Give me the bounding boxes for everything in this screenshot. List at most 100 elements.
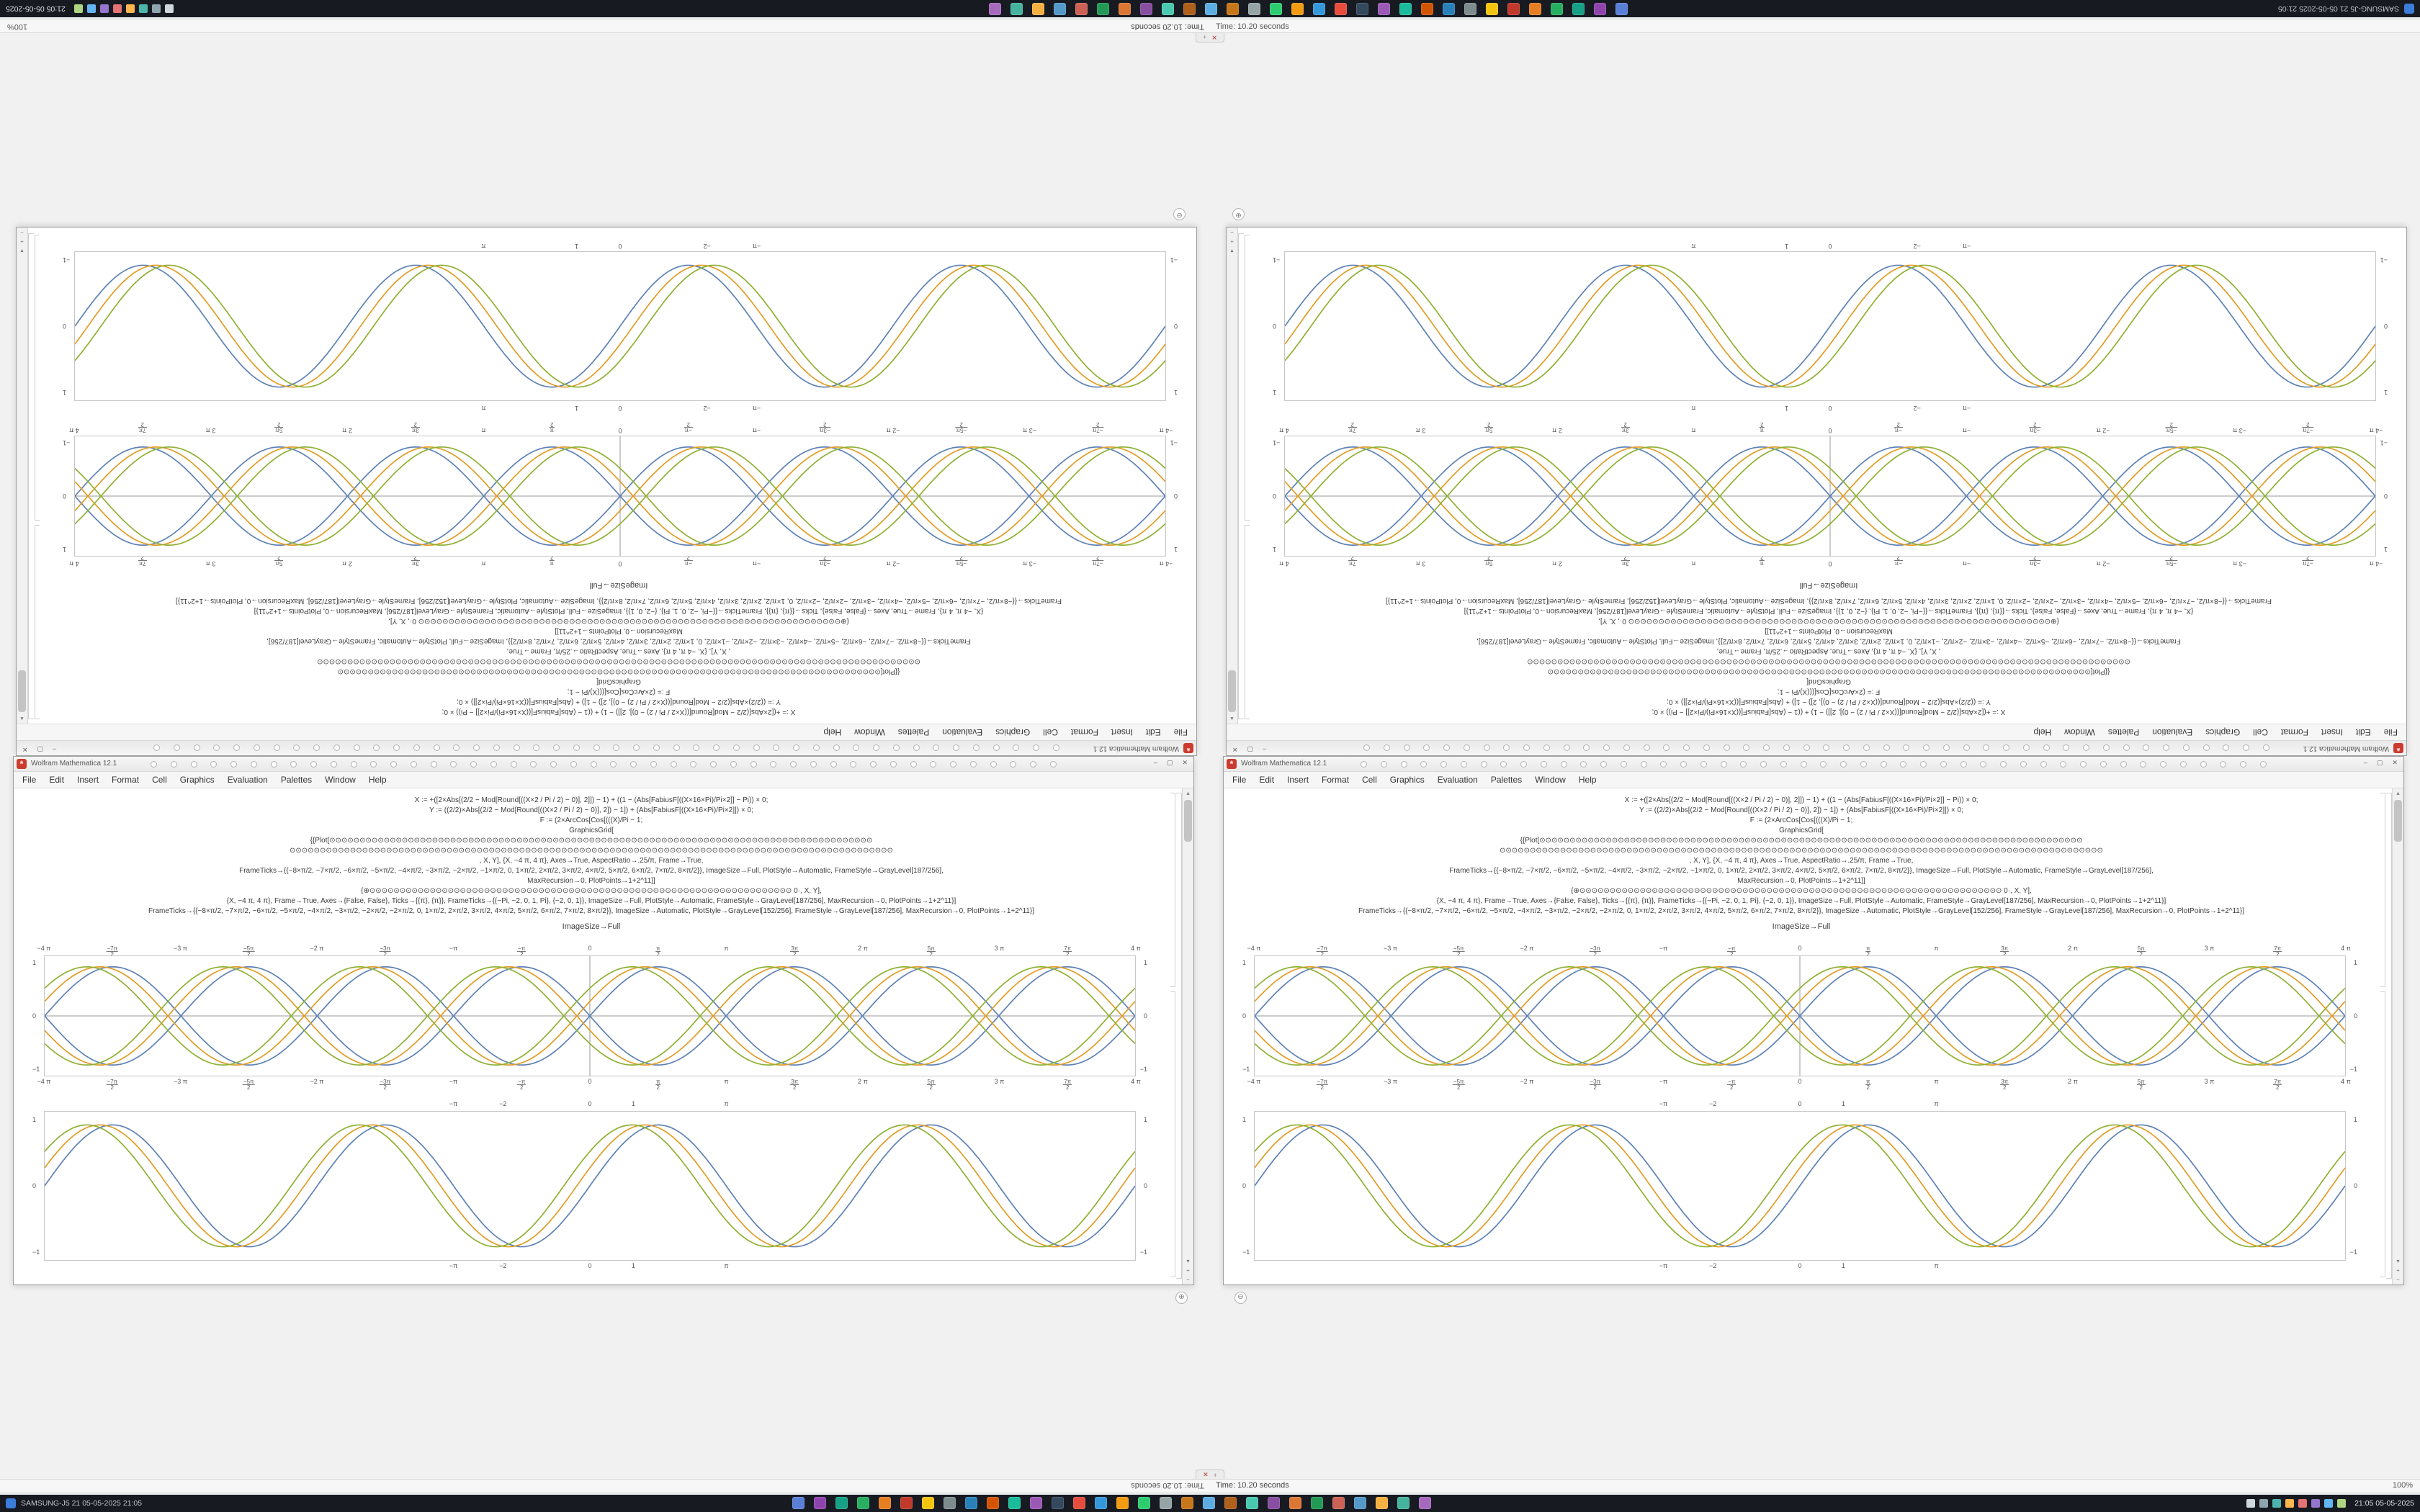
toolbar-dot-icon[interactable]: [1520, 761, 1527, 768]
toolbar-dot-icon[interactable]: [2179, 761, 2187, 768]
taskbar-app-icon[interactable]: [1419, 1497, 1431, 1509]
toolbar-dot-icon[interactable]: [990, 761, 997, 768]
tray-icon[interactable]: [112, 4, 122, 13]
menu-item-format[interactable]: Format: [2280, 727, 2308, 737]
zoom-in-icon[interactable]: +: [2396, 1267, 2400, 1274]
cell-bracket-plots[interactable]: [1245, 235, 1250, 521]
taskbar-app-icon[interactable]: [1594, 3, 1606, 15]
minimize-button[interactable]: –: [1153, 759, 1157, 766]
tray-icon[interactable]: [73, 4, 83, 13]
menu-item-cell[interactable]: Cell: [2253, 727, 2268, 737]
scrollbar-thumb[interactable]: [18, 670, 26, 712]
toolbar-dot-icon[interactable]: [293, 744, 300, 751]
toolbar-dot-icon[interactable]: [1543, 744, 1550, 751]
toolbar-dot-icon[interactable]: [753, 744, 760, 751]
taskbar-app-icon[interactable]: [835, 1497, 848, 1509]
taskbar-clock[interactable]: 21:05 05-05-2025: [6, 4, 66, 13]
toolbar-dot-icon[interactable]: [793, 744, 800, 751]
scroll-down-icon[interactable]: ▾: [2396, 1258, 2400, 1264]
toolbar-dot-icon[interactable]: [790, 761, 797, 768]
taskbar-app-icon[interactable]: [1097, 3, 1109, 15]
toolbar-dot-icon[interactable]: [913, 744, 920, 751]
menu-item-help[interactable]: Help: [1578, 775, 1597, 785]
toolbar-dot-icon[interactable]: [2259, 761, 2267, 768]
maximize-button[interactable]: ▢: [1247, 746, 1254, 753]
toolbar-dot-icon[interactable]: [493, 744, 500, 751]
toolbar-dot-icon[interactable]: [1580, 761, 1587, 768]
toolbar-dot-icon[interactable]: [973, 744, 980, 751]
toolbar-dot-icon[interactable]: [1880, 761, 1887, 768]
taskbar-app-icon[interactable]: [792, 1497, 805, 1509]
magnifier-minus-button[interactable]: ⊖: [1173, 208, 1186, 220]
cell-bracket-code[interactable]: [1245, 525, 1250, 719]
toolbar-dot-icon[interactable]: [333, 744, 340, 751]
toolbar-dot-icon[interactable]: [1820, 761, 1827, 768]
toolbar-dot-icon[interactable]: [2160, 761, 2166, 768]
toolbar-dot-icon[interactable]: [1860, 761, 1867, 768]
menu-item-palettes[interactable]: Palettes: [897, 727, 930, 737]
menu-item-cell[interactable]: Cell: [152, 775, 167, 785]
zoom-in-icon[interactable]: +: [1186, 1267, 1190, 1274]
toolbar-dot-icon[interactable]: [2083, 744, 2090, 751]
menu-item-window[interactable]: Window: [1535, 775, 1566, 785]
taskbar-app-icon[interactable]: [1529, 3, 1541, 15]
toolbar-dot-icon[interactable]: [889, 761, 897, 768]
tray-icon[interactable]: [2324, 1499, 2334, 1508]
toolbar-dot-icon[interactable]: [992, 744, 1000, 751]
toolbar-dot-icon[interactable]: [833, 744, 840, 751]
menu-item-insert[interactable]: Insert: [1111, 727, 1133, 737]
toolbar-dot-icon[interactable]: [593, 744, 600, 751]
toolbar-dot-icon[interactable]: [1803, 744, 1810, 751]
toolbar-dot-icon[interactable]: [2200, 761, 2207, 768]
toolbar-dot-icon[interactable]: [950, 761, 956, 768]
menu-item-cell[interactable]: Cell: [1043, 727, 1058, 737]
toolbar-dot-icon[interactable]: [1723, 744, 1730, 751]
menu-item-help[interactable]: Help: [823, 727, 842, 737]
toolbar-dot-icon[interactable]: [1380, 761, 1387, 768]
toolbar-dot-icon[interactable]: [933, 744, 940, 751]
toolbar-dot-icon[interactable]: [750, 761, 757, 768]
menu-item-format[interactable]: Format: [1070, 727, 1098, 737]
toolbar-dot-icon[interactable]: [1780, 761, 1787, 768]
cell-bracket-code[interactable]: [35, 525, 40, 719]
toolbar-dot-icon[interactable]: [690, 761, 697, 768]
toolbar-dot-icon[interactable]: [2123, 744, 2130, 751]
toolbar-dot-icon[interactable]: [1053, 744, 1059, 751]
taskbar-app-icon[interactable]: [1270, 3, 1282, 15]
taskbar-app-icon[interactable]: [1160, 1497, 1172, 1509]
taskbar-app-icon[interactable]: [1443, 3, 1455, 15]
cell-bracket-outer[interactable]: [28, 233, 34, 719]
close-button[interactable]: ✕: [2392, 759, 2398, 766]
toolbar-dot-icon[interactable]: [1800, 761, 1807, 768]
handle-plus-icon[interactable]: +: [1203, 33, 1207, 41]
start-icon[interactable]: [2404, 4, 2414, 14]
vertical-scrollbar[interactable]: ▴ ▾ + −: [1182, 788, 1193, 1284]
taskbar-app-icon[interactable]: [1335, 3, 1347, 15]
menu-item-graphics[interactable]: Graphics: [2205, 727, 2241, 737]
menu-item-graphics[interactable]: Graphics: [995, 727, 1031, 737]
toolbar-dot-icon[interactable]: [190, 761, 197, 768]
toolbar-dot-icon[interactable]: [553, 744, 560, 751]
cell-bracket-outer[interactable]: [1238, 233, 1244, 719]
toolbar-dot-icon[interactable]: [1623, 744, 1630, 751]
tray-icon[interactable]: [2285, 1499, 2295, 1508]
taskbar-app-icon[interactable]: [1140, 3, 1152, 15]
cell-bracket-code[interactable]: [1170, 793, 1175, 987]
taskbar-app-icon[interactable]: [1095, 1497, 1107, 1509]
minimize-button[interactable]: –: [1263, 746, 1267, 753]
taskbar-app-icon[interactable]: [1227, 3, 1239, 15]
toolbar-dot-icon[interactable]: [510, 761, 517, 768]
toolbar-dot-icon[interactable]: [270, 761, 277, 768]
code-cell[interactable]: X := +([2×Abs[(2/2 − Mod[Round[((X×2 / P…: [25, 796, 1157, 917]
toolbar-dot-icon[interactable]: [1403, 744, 1410, 751]
zoom-out-icon[interactable]: −: [2396, 1277, 2400, 1283]
taskbar-app-icon[interactable]: [1203, 1497, 1215, 1509]
toolbar-dot-icon[interactable]: [1033, 744, 1040, 751]
toolbar-dot-icon[interactable]: [570, 761, 577, 768]
tray-icon[interactable]: [2298, 1499, 2308, 1508]
toolbar-dot-icon[interactable]: [1640, 761, 1647, 768]
toolbar-dot-icon[interactable]: [350, 761, 357, 768]
toolbar-dot-icon[interactable]: [153, 744, 161, 751]
toolbar-dot-icon[interactable]: [1460, 761, 1467, 768]
toolbar-dot-icon[interactable]: [650, 761, 657, 768]
